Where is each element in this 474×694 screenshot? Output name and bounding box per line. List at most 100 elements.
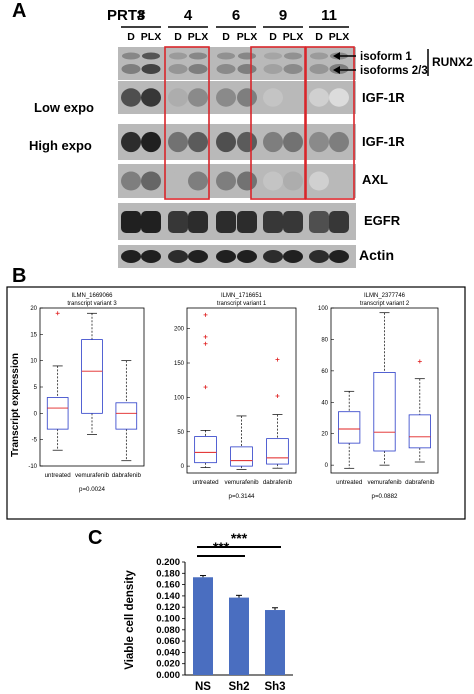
bar-category-label: NS — [195, 681, 211, 693]
band — [329, 250, 349, 263]
category-label: vemurafenib — [367, 479, 402, 486]
lane-d-label: D — [127, 31, 135, 43]
band — [216, 131, 236, 153]
band — [121, 171, 141, 191]
band — [309, 131, 329, 153]
outlier-point — [203, 312, 208, 317]
bar-y-tick: 0.200 — [156, 557, 180, 568]
significance-stars: *** — [231, 530, 248, 546]
y-tick-label: 0 — [34, 411, 38, 417]
band — [121, 131, 141, 153]
band — [263, 211, 283, 233]
band — [309, 250, 329, 263]
band — [283, 250, 303, 263]
box-dabrafenib — [115, 360, 138, 462]
band — [188, 131, 208, 153]
band — [217, 52, 235, 60]
bar-y-tick: 0.120 — [156, 602, 180, 613]
band — [141, 250, 161, 263]
box-untreated — [46, 311, 69, 451]
box-untreated — [338, 390, 361, 469]
band — [189, 52, 207, 60]
band — [216, 211, 236, 233]
bar-y-tick: 0.040 — [156, 647, 180, 658]
band — [188, 171, 208, 191]
y-tick-label: 100 — [174, 395, 185, 401]
actin-blot — [118, 245, 356, 268]
box-dabrafenib — [266, 357, 289, 469]
panel-a-letter: A — [12, 0, 27, 22]
band — [237, 171, 257, 191]
y-tick-label: 100 — [318, 306, 329, 312]
boxplot-3: ILMN_2377746 transcript variant 2 0 20 40 60 8… — [318, 293, 439, 500]
band — [237, 211, 257, 233]
band — [283, 64, 303, 74]
outlier-point — [203, 385, 208, 390]
band — [263, 64, 283, 74]
patient-label-9: 9 — [279, 7, 287, 24]
lane-plx-label: PLX — [329, 31, 349, 43]
band — [263, 131, 283, 153]
band — [169, 52, 187, 60]
lane-d-label: D — [315, 31, 323, 43]
band — [168, 88, 188, 107]
band — [263, 88, 283, 107]
band — [310, 52, 328, 60]
category-label: dabrafenib — [112, 472, 142, 479]
highlight-box — [250, 46, 306, 200]
band — [329, 131, 349, 153]
y-tick-label: 200 — [174, 327, 185, 333]
band — [237, 88, 257, 107]
bar-y-tick: 0.020 — [156, 659, 180, 670]
band — [283, 211, 303, 233]
outlier-point — [203, 334, 208, 339]
runx2-blot — [118, 47, 356, 80]
box-dabrafenib — [408, 359, 431, 463]
axl-blot — [118, 164, 356, 198]
plot-probe-title: ILMN_1716651 — [221, 293, 263, 299]
band — [141, 211, 161, 233]
band — [329, 211, 349, 233]
lane-d-label: D — [174, 31, 182, 43]
boxplot-1: ILMN_1669066 transcript variant 3 -10 -5 0 5 1… — [28, 293, 145, 493]
lane-plx-label: PLX — [141, 31, 161, 43]
igf1r-high-label: IGF-1R — [362, 134, 405, 149]
category-label: untreated — [45, 472, 72, 479]
band — [141, 131, 161, 153]
plot-variant-title: transcript variant 2 — [360, 301, 410, 307]
y-tick-label: 40 — [321, 400, 328, 406]
prt-label: PRT# — [107, 7, 146, 24]
y-tick-label: 50 — [177, 430, 184, 436]
bar-y-tick: 0.160 — [156, 580, 180, 591]
band — [168, 171, 188, 191]
band — [216, 171, 236, 191]
isoform-arrows — [333, 52, 356, 74]
bar-y-tick: 0.000 — [156, 670, 180, 681]
outlier-point — [203, 341, 208, 346]
band — [168, 64, 188, 74]
box-vemurafenib — [230, 415, 253, 470]
y-tick-label: 5 — [34, 385, 38, 391]
band — [216, 64, 236, 74]
band — [329, 88, 349, 107]
band — [263, 250, 283, 263]
y-tick-label: 150 — [174, 361, 185, 367]
band — [121, 250, 141, 263]
band — [188, 64, 208, 74]
bar-category-label: Sh3 — [264, 681, 285, 693]
low-expo-label: Low expo — [34, 100, 94, 115]
axl-label: AXL — [362, 172, 388, 187]
bar-chart-ylabel: Viable cell density — [124, 570, 136, 670]
band — [188, 211, 208, 233]
p-value: p=0.0882 — [372, 493, 399, 500]
p-value: p=0.3144 — [229, 493, 256, 500]
bar-NS — [193, 577, 213, 675]
box-vemurafenib — [373, 312, 396, 466]
boxplot-2: ILMN_1716651 transcript variant 1 0 50 100 15… — [174, 293, 297, 500]
band — [121, 64, 141, 74]
panel-b-ylabel: Transcript expression — [10, 353, 21, 457]
y-tick-label: -5 — [32, 438, 38, 444]
category-label: vemurafenib — [224, 479, 259, 486]
category-label: untreated — [192, 479, 219, 486]
